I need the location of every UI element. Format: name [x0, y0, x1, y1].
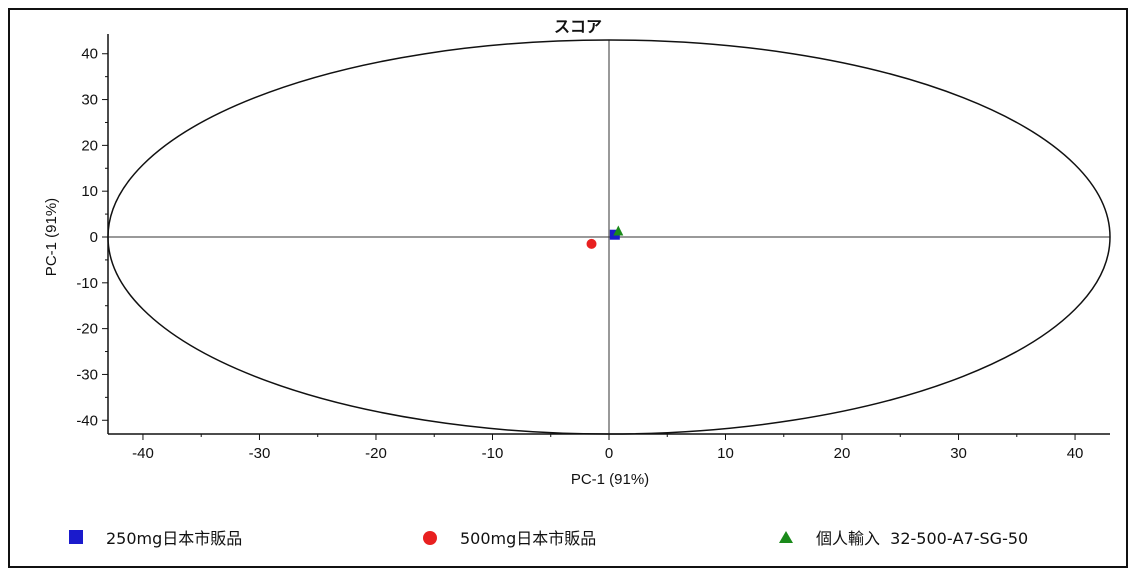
y-tick-label: 30: [81, 92, 98, 109]
confidence-ellipse: [107, 39, 1111, 435]
triangle-marker-icon: [778, 529, 794, 545]
y-tick-label: 40: [81, 46, 98, 63]
x-tick-label: -20: [365, 445, 387, 462]
chart-legend: 250mg日本市販品 500mg日本市販品 個人輸入 32-500-A7-SG-…: [10, 522, 1130, 552]
y-axis-label: PC-1 (91%): [43, 198, 60, 276]
x-tick-label: 40: [1067, 445, 1084, 462]
legend-item-series-3: 個人輸入 32-500-A7-SG-50: [778, 522, 1028, 552]
y-tick-label: -10: [76, 275, 98, 292]
x-tick-label: 30: [950, 445, 967, 462]
y-tick-label: 20: [81, 137, 98, 154]
chart-title: スコア: [554, 17, 602, 36]
y-tick-label: -30: [76, 366, 98, 383]
legend-label-series-2: 500mg日本市販品: [460, 529, 597, 548]
x-axis-label: PC-1 (91%): [571, 471, 649, 488]
x-tick-label: -10: [482, 445, 504, 462]
x-tick-label: 10: [717, 445, 734, 462]
chart-frame: スコア PC-1 (91%) PC-1 (91%) -40 -30 -20 -10 0 1…: [8, 8, 1128, 568]
y-tick-label: -20: [76, 321, 98, 338]
circle-marker-icon: [422, 529, 438, 545]
square-marker-icon: [68, 529, 84, 545]
x-tick-label: -40: [132, 445, 154, 462]
legend-item-series-2: 500mg日本市販品: [422, 522, 596, 552]
x-tick-label: 0: [605, 445, 613, 462]
chart-plot: スコア PC-1 (91%) PC-1 (91%) -40 -30 -20 -10 0 1…: [43, 17, 1111, 488]
data-point-series-3: [613, 225, 624, 236]
y-tick-label: -40: [76, 412, 98, 429]
y-tick-label: 10: [81, 183, 98, 200]
legend-label-series-3: 個人輸入 32-500-A7-SG-50: [816, 529, 1029, 548]
x-tick-label: 20: [834, 445, 851, 462]
legend-item-series-1: 250mg日本市販品: [68, 522, 242, 552]
x-tick-label: -30: [249, 445, 271, 462]
legend-label-series-1: 250mg日本市販品: [106, 529, 243, 548]
y-tick-label: 0: [90, 229, 98, 246]
data-point-series-2: [586, 238, 597, 249]
